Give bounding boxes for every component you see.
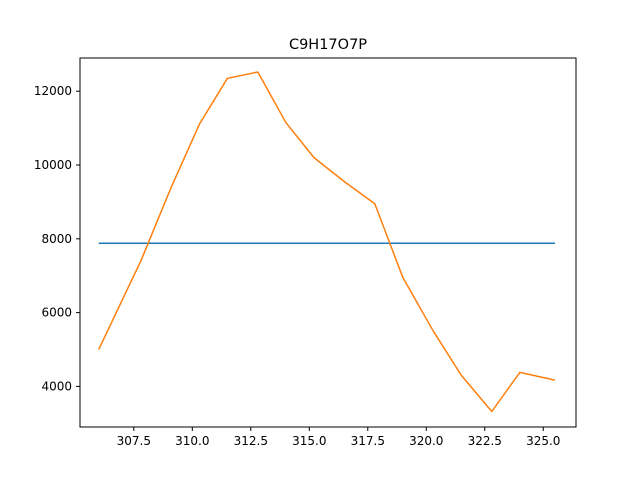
x-tick-label: 312.5 [234,434,268,448]
x-tick-label: 310.0 [175,434,209,448]
x-tick-label: 325.0 [526,434,560,448]
x-tick-label: 315.0 [292,434,326,448]
y-axis: 4000 6000 8000 10000 12000 [34,84,80,393]
x-tick-label: 307.5 [117,434,151,448]
series-line-2 [98,71,556,413]
x-tick-label: 322.5 [468,434,502,448]
x-axis: 307.5 310.0 312.5 315.0 317.5 320.0 322.5 325.0 [117,427,560,448]
y-tick-label: 4000 [41,379,72,393]
x-tick-label: 320.0 [409,434,443,448]
x-tick-label: 317.5 [351,434,385,448]
y-tick-label: 6000 [41,306,72,320]
y-tick-label: 10000 [34,158,72,172]
plot-frame [79,57,577,428]
chart-title: C9H17O7P [289,37,367,53]
y-tick-label: 8000 [41,232,72,246]
y-tick-label: 12000 [34,84,72,98]
series-layer [98,71,556,413]
